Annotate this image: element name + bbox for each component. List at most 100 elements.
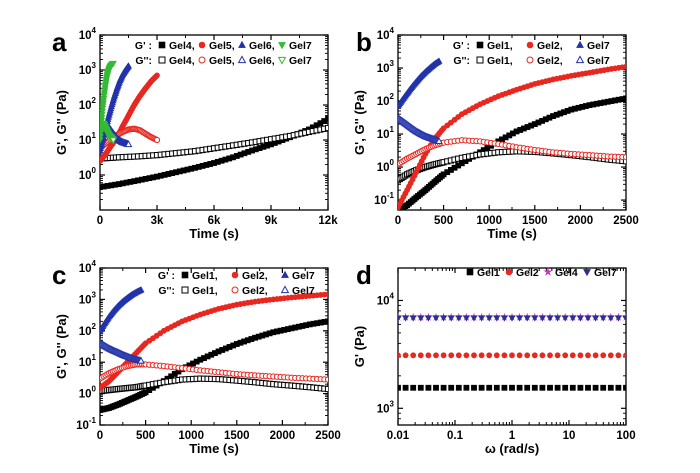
data-point xyxy=(623,63,626,70)
data-point xyxy=(324,124,328,132)
series-gel2-loss xyxy=(100,361,328,383)
legend: Gel1 Gel2 Gel4 Gel7 xyxy=(466,267,617,279)
y-tick-label: 10-1 xyxy=(76,416,96,432)
series-gel6-storage xyxy=(100,62,133,154)
data-point xyxy=(463,384,470,391)
data-point xyxy=(516,315,524,322)
x-tick-label: 1000 xyxy=(476,215,502,227)
data-point xyxy=(137,356,145,364)
data-point xyxy=(523,315,531,322)
data-point xyxy=(417,315,425,322)
panel-a: a 0 3k 6k 9k 12k 100 101 102 103 104 Time (s) G', G'… xyxy=(52,26,338,241)
x-axis-title: Time (s) xyxy=(189,441,239,456)
data-point xyxy=(524,352,531,359)
legend-entry-label: Gel1, xyxy=(192,270,218,282)
data-point xyxy=(398,315,402,322)
series-gel1 xyxy=(398,384,626,391)
data-point xyxy=(440,352,447,359)
legend-marker xyxy=(181,286,189,294)
data-point xyxy=(109,137,118,145)
legend-entry-label: Gel5, xyxy=(209,55,235,67)
series-gel2-loss xyxy=(398,137,626,168)
data-point xyxy=(539,352,546,359)
x-tick-label: 500 xyxy=(136,430,155,442)
panel-label: d xyxy=(356,260,372,290)
legend-row-label: G'': xyxy=(135,55,152,67)
x-tick-label: 3k xyxy=(151,215,164,227)
data-point xyxy=(546,315,554,322)
data-point xyxy=(324,385,328,393)
data-point xyxy=(440,384,447,391)
y-tick-label: 102 xyxy=(79,322,97,338)
data-point xyxy=(569,384,576,391)
series-gel2-storage xyxy=(398,63,626,210)
data-point xyxy=(615,384,622,391)
x-tick-label: 2000 xyxy=(270,430,296,442)
data-area xyxy=(100,60,328,191)
data-point xyxy=(448,384,455,391)
data-point xyxy=(325,318,328,325)
data-point xyxy=(471,352,477,359)
panel-label: b xyxy=(356,27,372,57)
legend-marker xyxy=(505,268,513,276)
series-gel2 xyxy=(398,352,626,359)
panel-b: b 0 500 1000 1500 2000 2500 10-1 100 101 102 103 104… xyxy=(352,26,639,241)
data-point xyxy=(569,352,576,359)
legend-entry-label: Gel6, xyxy=(249,40,275,52)
data-point xyxy=(433,384,439,391)
data-point xyxy=(493,384,500,391)
data-point xyxy=(402,352,409,359)
legend-entry-label: Gel2, xyxy=(242,270,268,282)
data-point xyxy=(398,384,401,391)
data-point xyxy=(486,352,493,359)
legend-marker xyxy=(543,267,553,276)
data-point xyxy=(531,315,539,322)
series-gel7-loss xyxy=(100,339,145,364)
panel-d: d 0.01 0.1 1 10 100 103 104 ω (rad/s) G' (Pa) Gel1… xyxy=(352,260,636,456)
y-tick-label: 102 xyxy=(79,96,97,112)
data-point xyxy=(455,315,463,322)
legend-row-label: G'': xyxy=(453,55,470,67)
data-point xyxy=(623,352,626,359)
data-point xyxy=(493,315,501,322)
plot-frame xyxy=(397,267,627,426)
data-point xyxy=(569,315,577,322)
legend-marker xyxy=(575,55,585,64)
legend-entry-label: Gel6, xyxy=(249,55,275,67)
x-tick-label: 2500 xyxy=(613,215,639,227)
x-tick-label: 1500 xyxy=(522,215,548,227)
data-point xyxy=(538,315,546,322)
data-point xyxy=(607,384,614,391)
x-axis-title: Time (s) xyxy=(189,226,239,241)
x-tick-label: 12k xyxy=(318,215,338,227)
data-point xyxy=(447,315,455,322)
data-point xyxy=(501,384,508,391)
legend-marker xyxy=(576,40,584,48)
legend-entry-label: Gel4 xyxy=(555,267,578,279)
series-gel7-storage xyxy=(100,60,117,144)
x-tick-label: 9k xyxy=(265,215,278,227)
legend-entry-label: Gel2 xyxy=(516,267,539,279)
series-gel4-loss xyxy=(100,124,328,162)
legend-marker xyxy=(158,41,166,49)
data-point xyxy=(448,352,455,359)
legend-entry-label: Gel7 xyxy=(289,40,312,52)
data-point xyxy=(409,315,417,322)
data-point xyxy=(516,352,523,359)
legend-marker xyxy=(158,56,166,64)
legend-entry-label: Gel7 xyxy=(587,55,610,67)
legend-entry-label: Gel7 xyxy=(292,270,315,282)
data-point xyxy=(463,352,470,359)
y-tick-label: 101 xyxy=(79,353,97,369)
legend-row-label: G' : xyxy=(453,40,470,52)
data-point xyxy=(109,60,117,68)
y-tick-label: 103 xyxy=(377,399,395,415)
data-point xyxy=(462,315,470,322)
data-area xyxy=(398,57,626,210)
data-point xyxy=(562,384,569,391)
y-tick-label: 101 xyxy=(377,125,395,141)
legend-marker xyxy=(280,285,290,294)
data-point xyxy=(470,315,478,322)
legend-marker xyxy=(476,56,484,64)
x-axis-title: Time (s) xyxy=(487,226,537,241)
